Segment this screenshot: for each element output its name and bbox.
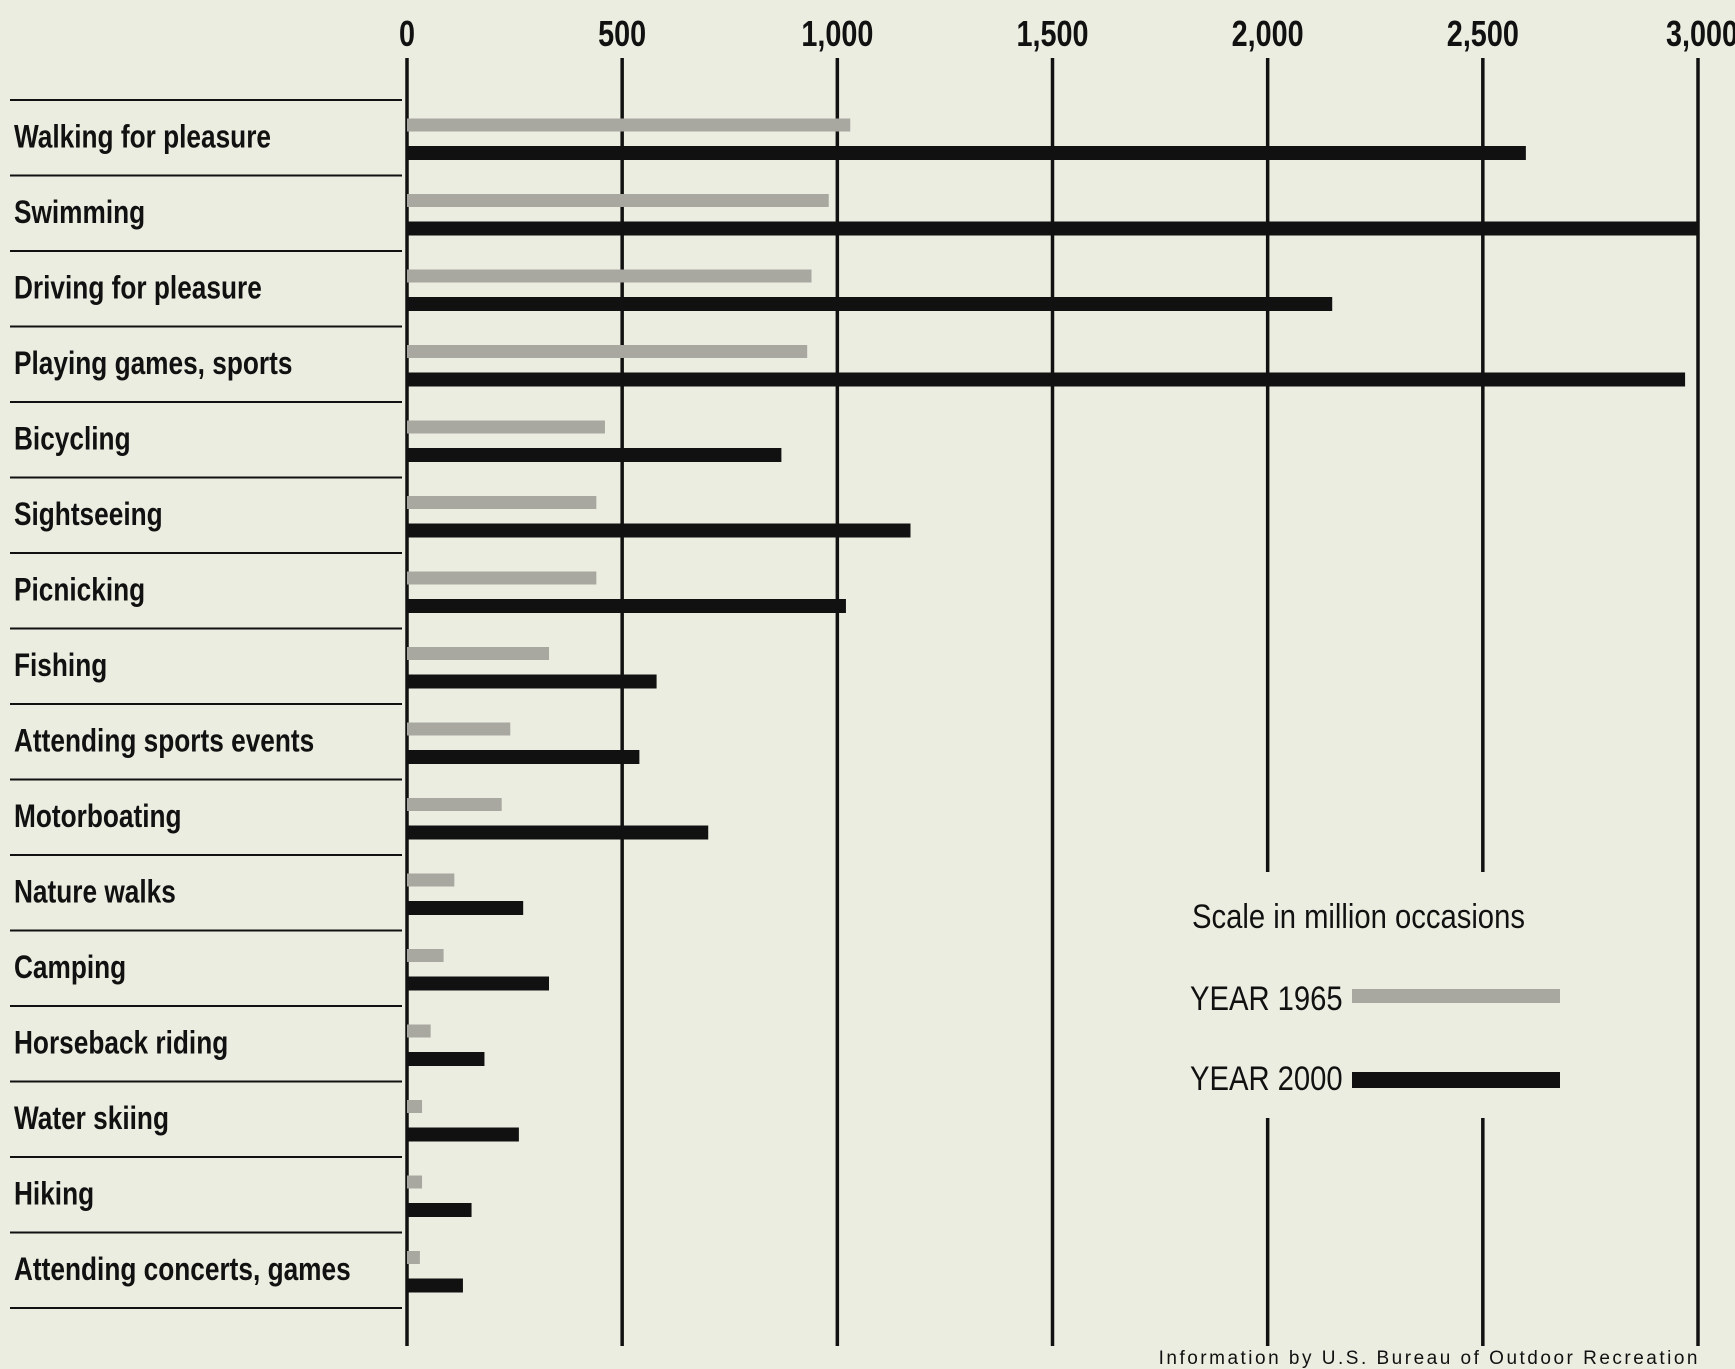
bar-1965 (407, 798, 502, 811)
bar-2000 (407, 221, 1698, 236)
category-label: Attending sports events (14, 724, 314, 759)
category-label: Nature walks (14, 875, 176, 910)
bar-1965 (407, 571, 597, 585)
category-label: Picnicking (14, 573, 145, 608)
x-tick-label: 2,500 (1447, 13, 1519, 54)
x-tick-label: 500 (598, 13, 646, 54)
bar-2000 (407, 1052, 485, 1066)
x-tick-label: 1,000 (801, 13, 873, 54)
bar-2000 (407, 297, 1333, 311)
x-tick-label: 1,500 (1016, 13, 1088, 54)
legend-label-1965: YEAR 1965 (1190, 979, 1343, 1018)
category-label: Playing games, sports (14, 347, 292, 382)
bar-2000 (407, 825, 709, 840)
bar-1965 (407, 420, 605, 434)
bar-1965 (407, 345, 808, 358)
bar-1965 (407, 269, 812, 283)
gridlines (405, 58, 1700, 1346)
category-label: Camping (14, 951, 126, 986)
bar-2000 (407, 523, 911, 538)
bar-1965 (407, 496, 597, 509)
category-labels: Walking for pleasure Swimming Driving for … (14, 120, 351, 1287)
bar-2000 (407, 1127, 519, 1142)
bar-1965 (407, 949, 444, 962)
x-tick-label: 2,000 (1232, 13, 1304, 54)
bar-2000 (407, 750, 640, 764)
legend-title: Scale in million occasions (1192, 897, 1525, 936)
bar-2000 (407, 448, 782, 462)
bar-2000 (407, 901, 524, 915)
bar-1965 (407, 1024, 431, 1038)
bar-1965 (407, 1175, 423, 1189)
bar-2000 (407, 1278, 463, 1293)
category-label: Horseback riding (14, 1026, 228, 1061)
bar-1965 (407, 1100, 423, 1113)
x-tick-label: 0 (399, 13, 415, 54)
bar-2000 (407, 372, 1686, 387)
bar-2000 (407, 599, 846, 613)
category-label: Swimming (14, 196, 145, 231)
bar-2000 (407, 674, 657, 689)
legend-swatch-2000 (1352, 1072, 1560, 1088)
bar-1965 (407, 873, 455, 887)
category-label: Bicycling (14, 422, 131, 457)
bar-1965 (407, 118, 851, 132)
legend-swatch-1965 (1352, 989, 1560, 1003)
bar-1965 (407, 1251, 420, 1264)
x-tick-label: 3,000 (1666, 13, 1735, 54)
category-label: Hiking (14, 1177, 94, 1212)
bar-1965 (407, 647, 550, 660)
legend-label-2000: YEAR 2000 (1190, 1059, 1343, 1098)
category-label: Attending concerts, games (14, 1253, 351, 1288)
category-label: Water skiing (14, 1102, 169, 1137)
x-tick-labels: 0 500 1,000 1,500 2,000 2,500 3,000 (399, 13, 1735, 54)
category-label: Fishing (14, 649, 107, 684)
source-note: Information by U.S. Bureau of Outdoor Re… (1159, 1348, 1700, 1369)
category-label: Sightseeing (14, 498, 163, 533)
category-label: Walking for pleasure (14, 120, 271, 155)
category-label: Motorboating (14, 800, 182, 835)
row-separators (10, 99, 402, 1309)
bar-1965 (407, 194, 829, 207)
category-label: Driving for pleasure (14, 271, 262, 306)
bar-2000 (407, 976, 550, 991)
bars (407, 118, 1698, 1293)
legend: Scale in million occasions YEAR 1965 YEA… (1170, 875, 1600, 1110)
bar-1965 (407, 722, 511, 736)
bar-2000 (407, 146, 1526, 160)
bar-2000 (407, 1203, 472, 1217)
